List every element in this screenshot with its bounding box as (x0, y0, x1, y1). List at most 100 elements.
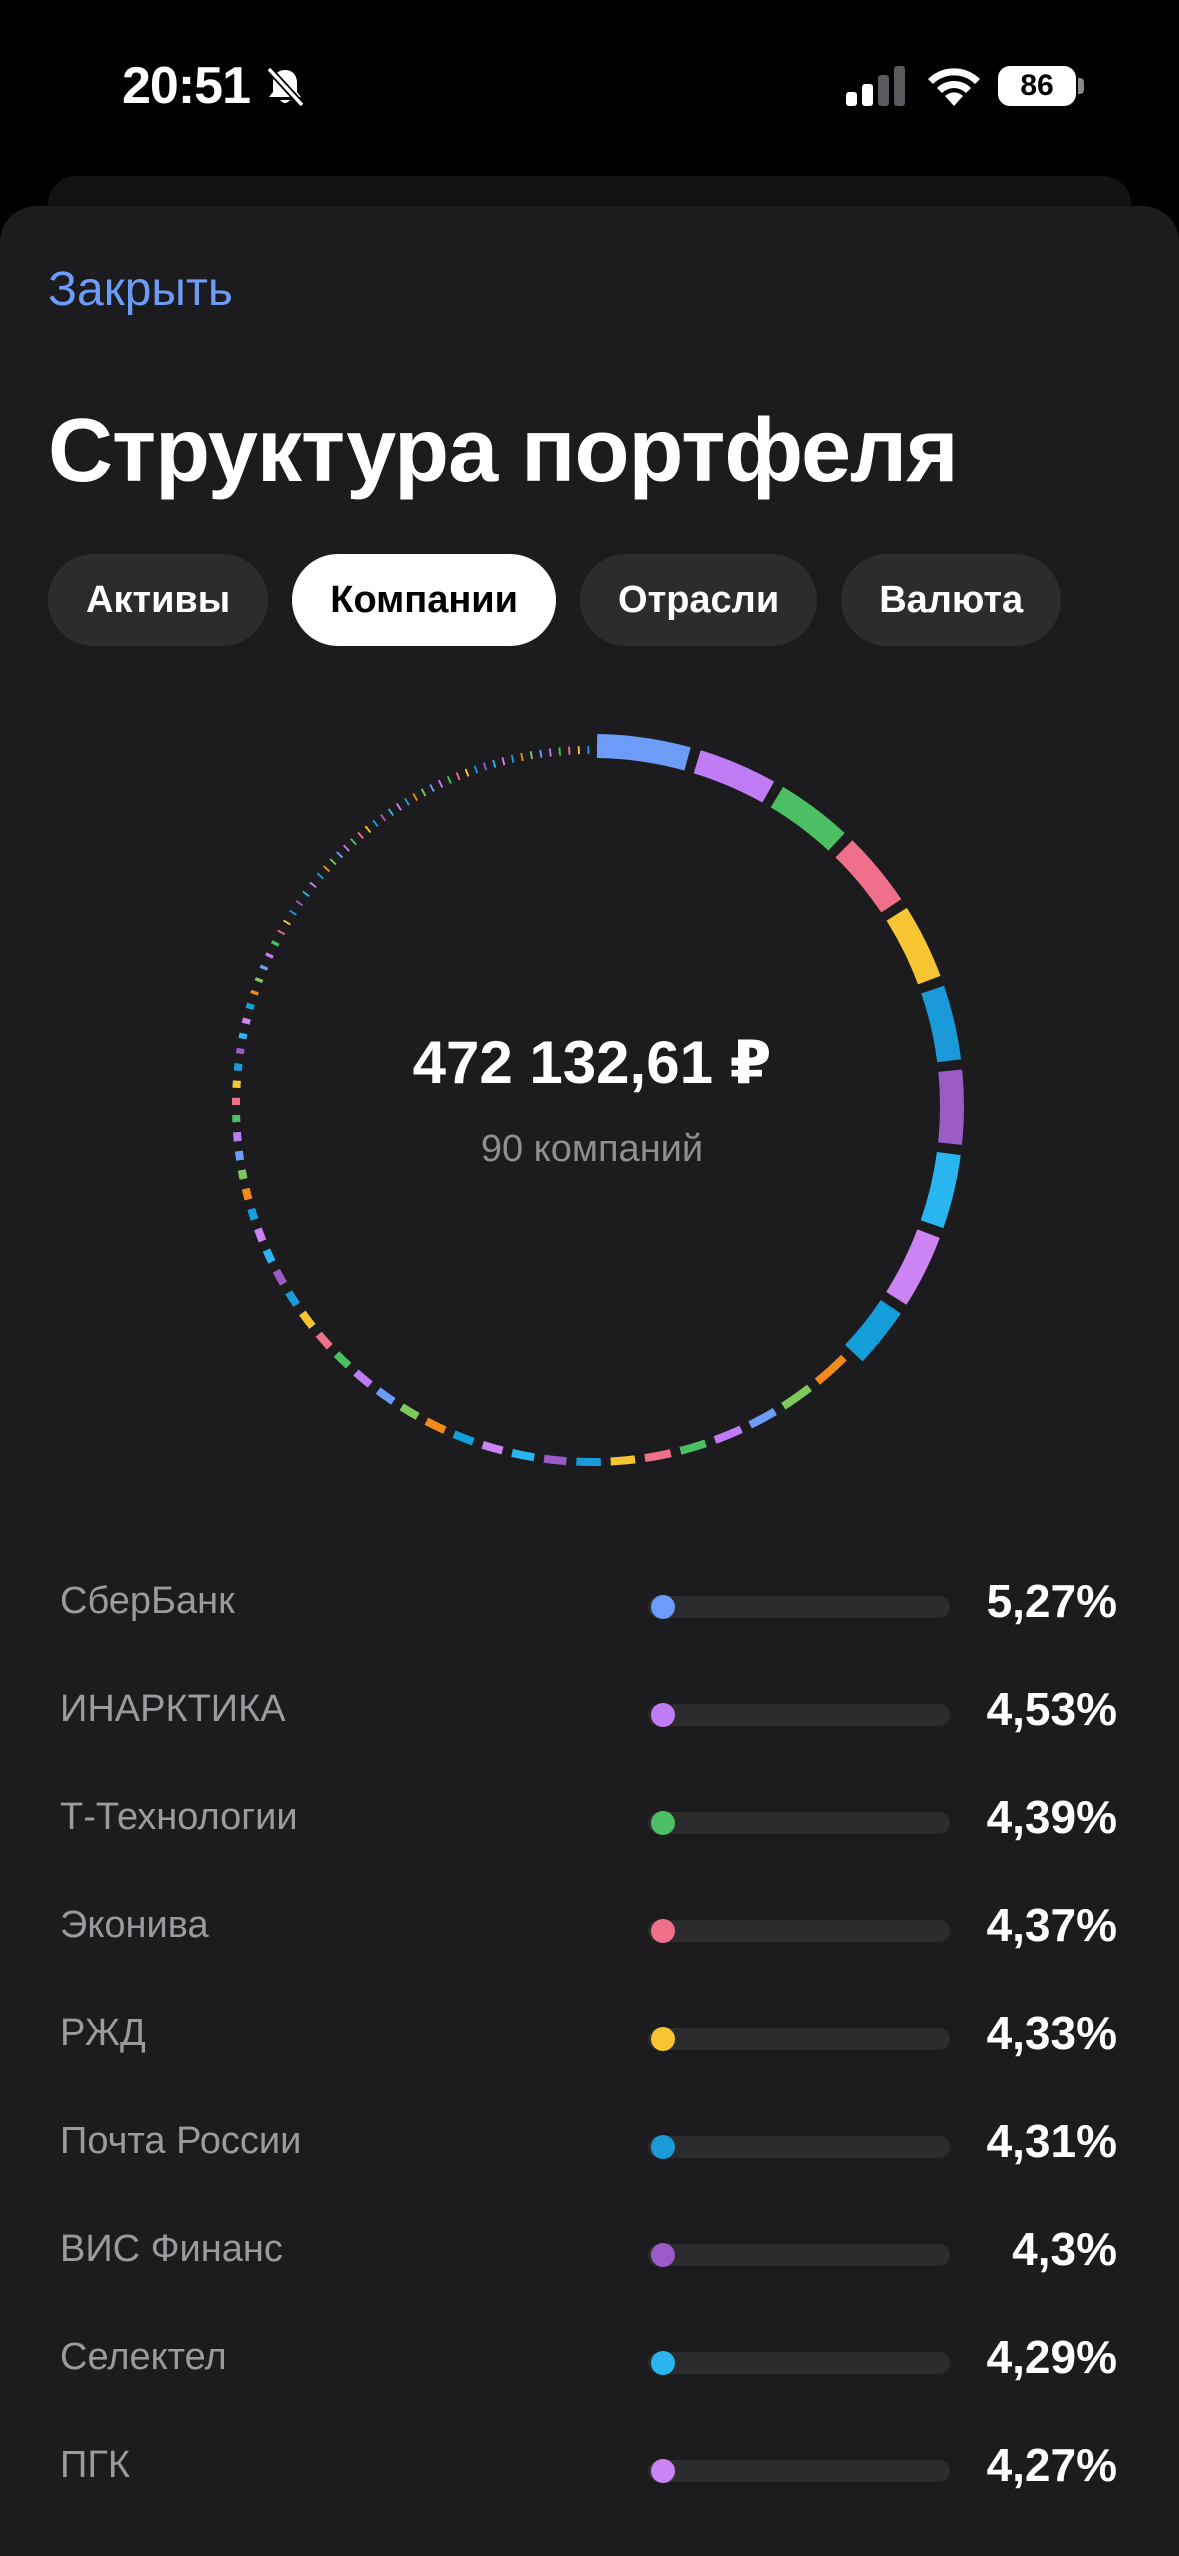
ring-segment (920, 1151, 961, 1229)
ring-segment (333, 1351, 352, 1369)
ring-segment (235, 1047, 245, 1055)
ring-segment (241, 1017, 251, 1025)
list-item[interactable]: Т-Технологии 4,39% (0, 1762, 1179, 1870)
segment-tabs: Активы Компании Отрасли Валюта (48, 554, 1062, 646)
ring-segment (455, 772, 461, 781)
share-bar-dot (651, 1919, 675, 1943)
companies-count: 90 компаний (480, 1128, 704, 1170)
ring-segment (254, 1227, 267, 1243)
share-bar-track (648, 2460, 950, 2482)
wifi-icon (928, 68, 980, 106)
company-name: ИНАРКТИКА (60, 1688, 286, 1730)
share-bar-track (648, 2352, 950, 2374)
ring-segment (844, 1299, 901, 1362)
list-item[interactable]: Эконива 4,37% (0, 1870, 1179, 1978)
company-name: Т-Технологии (60, 1796, 298, 1838)
ring-segment (262, 1248, 276, 1264)
battery-indicator: 86 (998, 66, 1076, 106)
ring-segment (644, 1449, 672, 1463)
ring-segment (232, 1131, 242, 1142)
list-item[interactable]: СберБанк 5,27% (0, 1546, 1179, 1654)
ring-segment (316, 872, 324, 880)
share-bar-track (648, 2028, 950, 2050)
ring-segment (395, 803, 402, 811)
ring-segment (357, 831, 364, 840)
ring-segment (473, 765, 479, 774)
tab-industries[interactable]: Отрасли (580, 554, 818, 646)
page-title: Структура портфеля (48, 401, 959, 501)
ring-segment (283, 919, 291, 926)
company-percent: 4,31% (986, 2115, 1117, 2167)
ring-segment (302, 890, 310, 898)
ring-segment (481, 1440, 504, 1455)
ring-segment (464, 768, 470, 777)
company-name: СберБанк (60, 1580, 235, 1622)
company-name: ПГК (60, 2444, 131, 2486)
ring-segment (245, 1002, 255, 1011)
ring-segment (309, 881, 317, 889)
ring-segment (482, 762, 488, 771)
ring-segment (886, 1229, 940, 1305)
list-item[interactable]: Почта России 4,31% (0, 2086, 1179, 2194)
ring-segment (446, 775, 452, 784)
company-name: Эконива (60, 1904, 209, 1946)
share-bar-track (648, 1704, 950, 1726)
list-item[interactable]: ИНАРКТИКА 4,53% (0, 1654, 1179, 1762)
ring-segment (543, 1454, 567, 1466)
close-button[interactable]: Закрыть (48, 263, 233, 316)
list-item[interactable]: ВИС Финанс 4,3% (0, 2194, 1179, 2302)
company-percent: 5,27% (986, 1575, 1117, 1627)
ring-segment (350, 838, 357, 846)
tab-currency[interactable]: Валюта (841, 554, 1062, 646)
ring-segment (380, 813, 387, 822)
ring-segment (295, 900, 304, 907)
ring-segment (921, 985, 962, 1063)
ring-segment (886, 907, 941, 985)
share-bar-track (648, 1596, 950, 1618)
ring-segment (329, 858, 337, 866)
ring-segment (322, 865, 331, 873)
cellular-signal-icon (846, 66, 905, 106)
ring-segment (404, 797, 410, 806)
ring-segment (412, 793, 418, 801)
ring-segment (748, 1408, 777, 1429)
ring-segment (289, 909, 297, 916)
share-bar-dot (651, 1703, 675, 1727)
ring-segment (452, 1430, 475, 1446)
status-time: 20:51 (122, 57, 251, 115)
battery-nub (1078, 78, 1084, 94)
list-item[interactable]: РЖД 4,33% (0, 1978, 1179, 2086)
ring-segment (938, 1069, 964, 1145)
ring-segment (770, 786, 845, 851)
ring-segment (353, 1369, 373, 1388)
ring-segment (679, 1439, 707, 1455)
share-bar-dot (651, 1595, 675, 1619)
allocation-ring-chart (232, 734, 964, 1466)
company-percent: 4,33% (986, 2007, 1117, 2059)
ring-segment (429, 783, 435, 792)
ring-segment (387, 808, 394, 817)
ring-segment (265, 952, 274, 959)
company-percent: 4,27% (986, 2439, 1117, 2491)
tab-assets[interactable]: Активы (48, 554, 269, 646)
ring-segment (250, 989, 259, 996)
ring-segment (277, 929, 286, 936)
share-bar-dot (651, 2459, 675, 2483)
company-name: РЖД (60, 2012, 146, 2054)
company-name: Почта России (60, 2120, 302, 2162)
list-item[interactable]: Селектел 4,29% (0, 2302, 1179, 2410)
company-percent: 4,3% (1012, 2223, 1117, 2275)
company-percent: 4,39% (986, 1791, 1117, 1843)
ring-segment (233, 1063, 243, 1072)
ring-segment (238, 1032, 248, 1040)
ring-segment (420, 788, 427, 797)
ring-segment (713, 1425, 743, 1444)
share-bar-track (648, 2244, 950, 2266)
company-percent: 4,29% (986, 2331, 1117, 2383)
ring-segment (814, 1354, 847, 1385)
ring-segment (596, 734, 691, 771)
share-bar-track (648, 1812, 950, 1834)
ring-segment (399, 1403, 420, 1420)
list-item[interactable]: ПГК 4,27% (0, 2410, 1179, 2518)
tab-companies[interactable]: Компании (292, 554, 557, 646)
